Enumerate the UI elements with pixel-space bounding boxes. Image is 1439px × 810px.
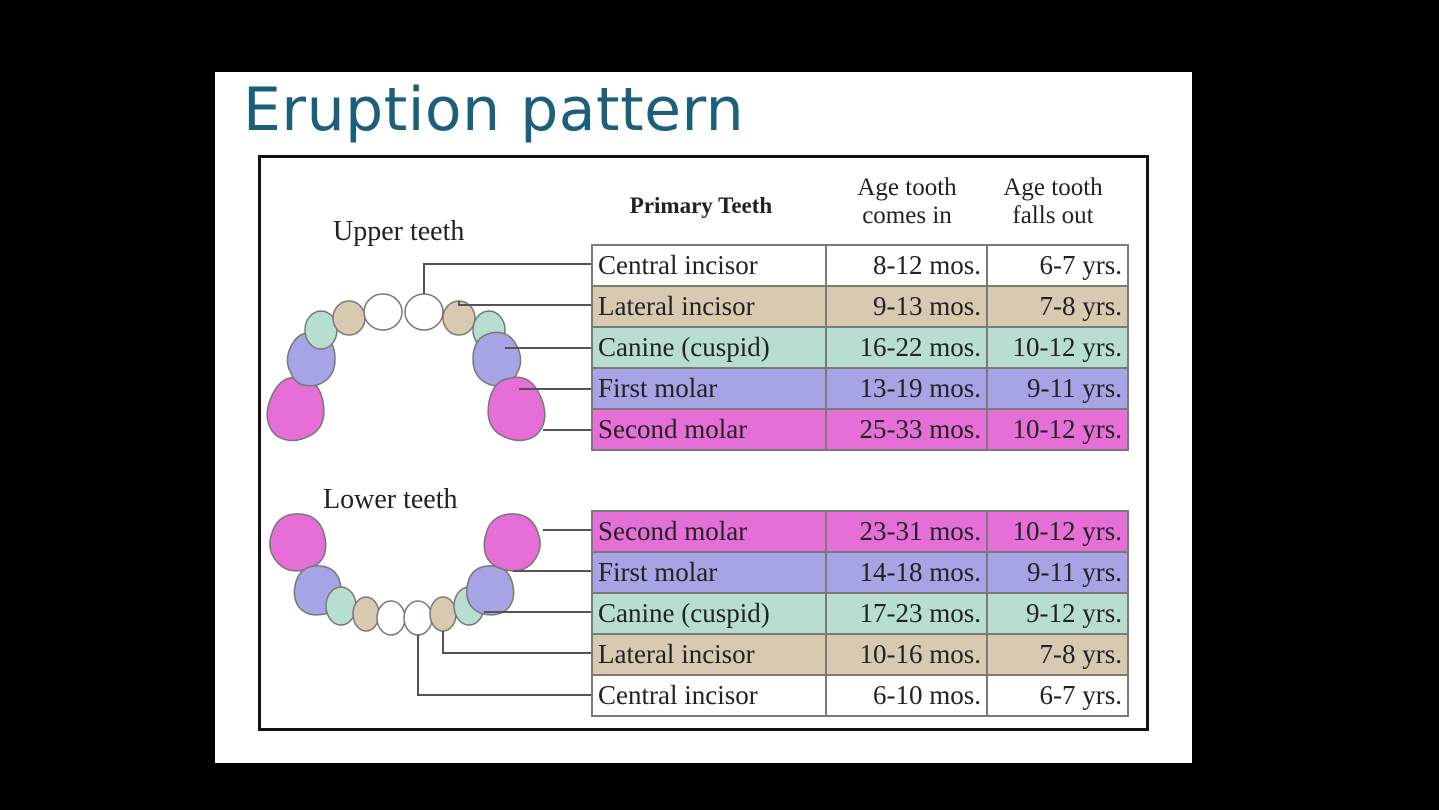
lower-right-central-incisor-tooth <box>376 600 406 636</box>
leader-upper-lateral-incisor <box>458 301 591 306</box>
upper-left-central-incisor-tooth <box>404 293 444 331</box>
table-row: Canine (cuspid) 17-23 mos. 9-12 yrs. <box>591 592 1129 635</box>
column-header-age-falls-out: Age tooth falls out <box>1003 174 1103 229</box>
upper-teeth-label: Upper teeth <box>333 216 465 247</box>
table-row: Canine (cuspid) 16-22 mos. 10-12 yrs. <box>591 326 1129 369</box>
lower-arch <box>269 513 541 636</box>
age-comes-in-cell: 23-31 mos. <box>825 510 988 553</box>
slide-title: Eruption pattern <box>243 75 745 145</box>
table-row: Central incisor 6-10 mos. 6-7 yrs. <box>591 674 1129 717</box>
tooth-name-cell: Canine (cuspid) <box>591 326 827 369</box>
upper-left-lateral-incisor-tooth <box>442 300 476 336</box>
age-comes-in-cell: 13-19 mos. <box>825 367 988 410</box>
lower-right-canine-tooth <box>325 586 357 626</box>
lower-right-lateral-incisor-tooth <box>352 596 380 632</box>
teeth-diagram <box>266 263 591 696</box>
age-falls-out-cell: 10-12 yrs. <box>986 408 1129 451</box>
tooth-name-cell: Central incisor <box>591 674 827 717</box>
tooth-name-cell: Central incisor <box>591 244 827 287</box>
leader-upper-central-incisor <box>423 263 591 294</box>
lower-left-lateral-incisor-tooth <box>429 596 457 632</box>
lower-left-second-molar-tooth <box>483 513 541 572</box>
leader-lower-lateral-incisor <box>442 631 591 654</box>
age-comes-in-cell: 6-10 mos. <box>825 674 988 717</box>
age-comes-in-cell: 14-18 mos. <box>825 551 988 594</box>
lower-teeth-label: Lower teeth <box>323 484 458 515</box>
tooth-name-cell: Second molar <box>591 408 827 451</box>
upper-right-second-molar-tooth <box>266 376 325 442</box>
age-comes-in-cell: 16-22 mos. <box>825 326 988 369</box>
table-row: Second molar 23-31 mos. 10-12 yrs. <box>591 510 1129 553</box>
leader-lower-central-incisor <box>417 635 591 696</box>
age-falls-out-cell: 6-7 yrs. <box>986 674 1129 717</box>
age-comes-in-cell: 10-16 mos. <box>825 633 988 676</box>
age-falls-out-cell: 7-8 yrs. <box>986 633 1129 676</box>
age-falls-out-cell: 10-12 yrs. <box>986 510 1129 553</box>
table-row: First molar 14-18 mos. 9-11 yrs. <box>591 551 1129 594</box>
lower-right-second-molar-tooth <box>269 513 327 572</box>
upper-left-second-molar-tooth <box>487 376 546 442</box>
upper-teeth-table: Central incisor 8-12 mos. 6-7 yrs. Lateral … <box>591 244 1129 451</box>
eruption-figure: Upper teeth Lower teeth Primary Teeth Ag… <box>258 155 1149 731</box>
tooth-name-cell: Second molar <box>591 510 827 553</box>
age-comes-in-cell: 17-23 mos. <box>825 592 988 635</box>
upper-leader-lines <box>423 263 591 431</box>
age-falls-out-cell: 7-8 yrs. <box>986 285 1129 328</box>
tooth-name-cell: Lateral incisor <box>591 285 827 328</box>
column-header-age-comes-in: Age tooth comes in <box>857 174 957 229</box>
age-falls-out-cell: 9-11 yrs. <box>986 551 1129 594</box>
upper-right-lateral-incisor-tooth <box>332 300 366 336</box>
age-falls-out-cell: 9-12 yrs. <box>986 592 1129 635</box>
age-falls-out-cell: 6-7 yrs. <box>986 244 1129 287</box>
age-falls-out-cell: 10-12 yrs. <box>986 326 1129 369</box>
tooth-name-cell: Lateral incisor <box>591 633 827 676</box>
age-comes-in-cell: 9-13 mos. <box>825 285 988 328</box>
tooth-name-cell: First molar <box>591 367 827 410</box>
table-row: Lateral incisor 10-16 mos. 7-8 yrs. <box>591 633 1129 676</box>
upper-left-first-molar-tooth <box>472 331 522 387</box>
lower-teeth-table: Second molar 23-31 mos. 10-12 yrs. First mo… <box>591 510 1129 717</box>
age-falls-out-cell: 9-11 yrs. <box>986 367 1129 410</box>
upper-right-central-incisor-tooth <box>363 293 403 331</box>
column-header-primary-teeth: Primary Teeth <box>629 193 773 218</box>
slide: Eruption pattern <box>215 72 1192 763</box>
lower-leader-lines <box>417 529 591 696</box>
table-row: Lateral incisor 9-13 mos. 7-8 yrs. <box>591 285 1129 328</box>
tooth-name-cell: Canine (cuspid) <box>591 592 827 635</box>
age-comes-in-cell: 8-12 mos. <box>825 244 988 287</box>
upper-arch <box>266 293 546 442</box>
age-comes-in-cell: 25-33 mos. <box>825 408 988 451</box>
table-row: Second molar 25-33 mos. 10-12 yrs. <box>591 408 1129 451</box>
table-row: First molar 13-19 mos. 9-11 yrs. <box>591 367 1129 410</box>
table-row: Central incisor 8-12 mos. 6-7 yrs. <box>591 244 1129 287</box>
upper-right-canine-tooth <box>304 310 338 350</box>
lower-left-first-molar-tooth <box>466 565 515 616</box>
tooth-name-cell: First molar <box>591 551 827 594</box>
lower-left-central-incisor-tooth <box>403 600 433 636</box>
